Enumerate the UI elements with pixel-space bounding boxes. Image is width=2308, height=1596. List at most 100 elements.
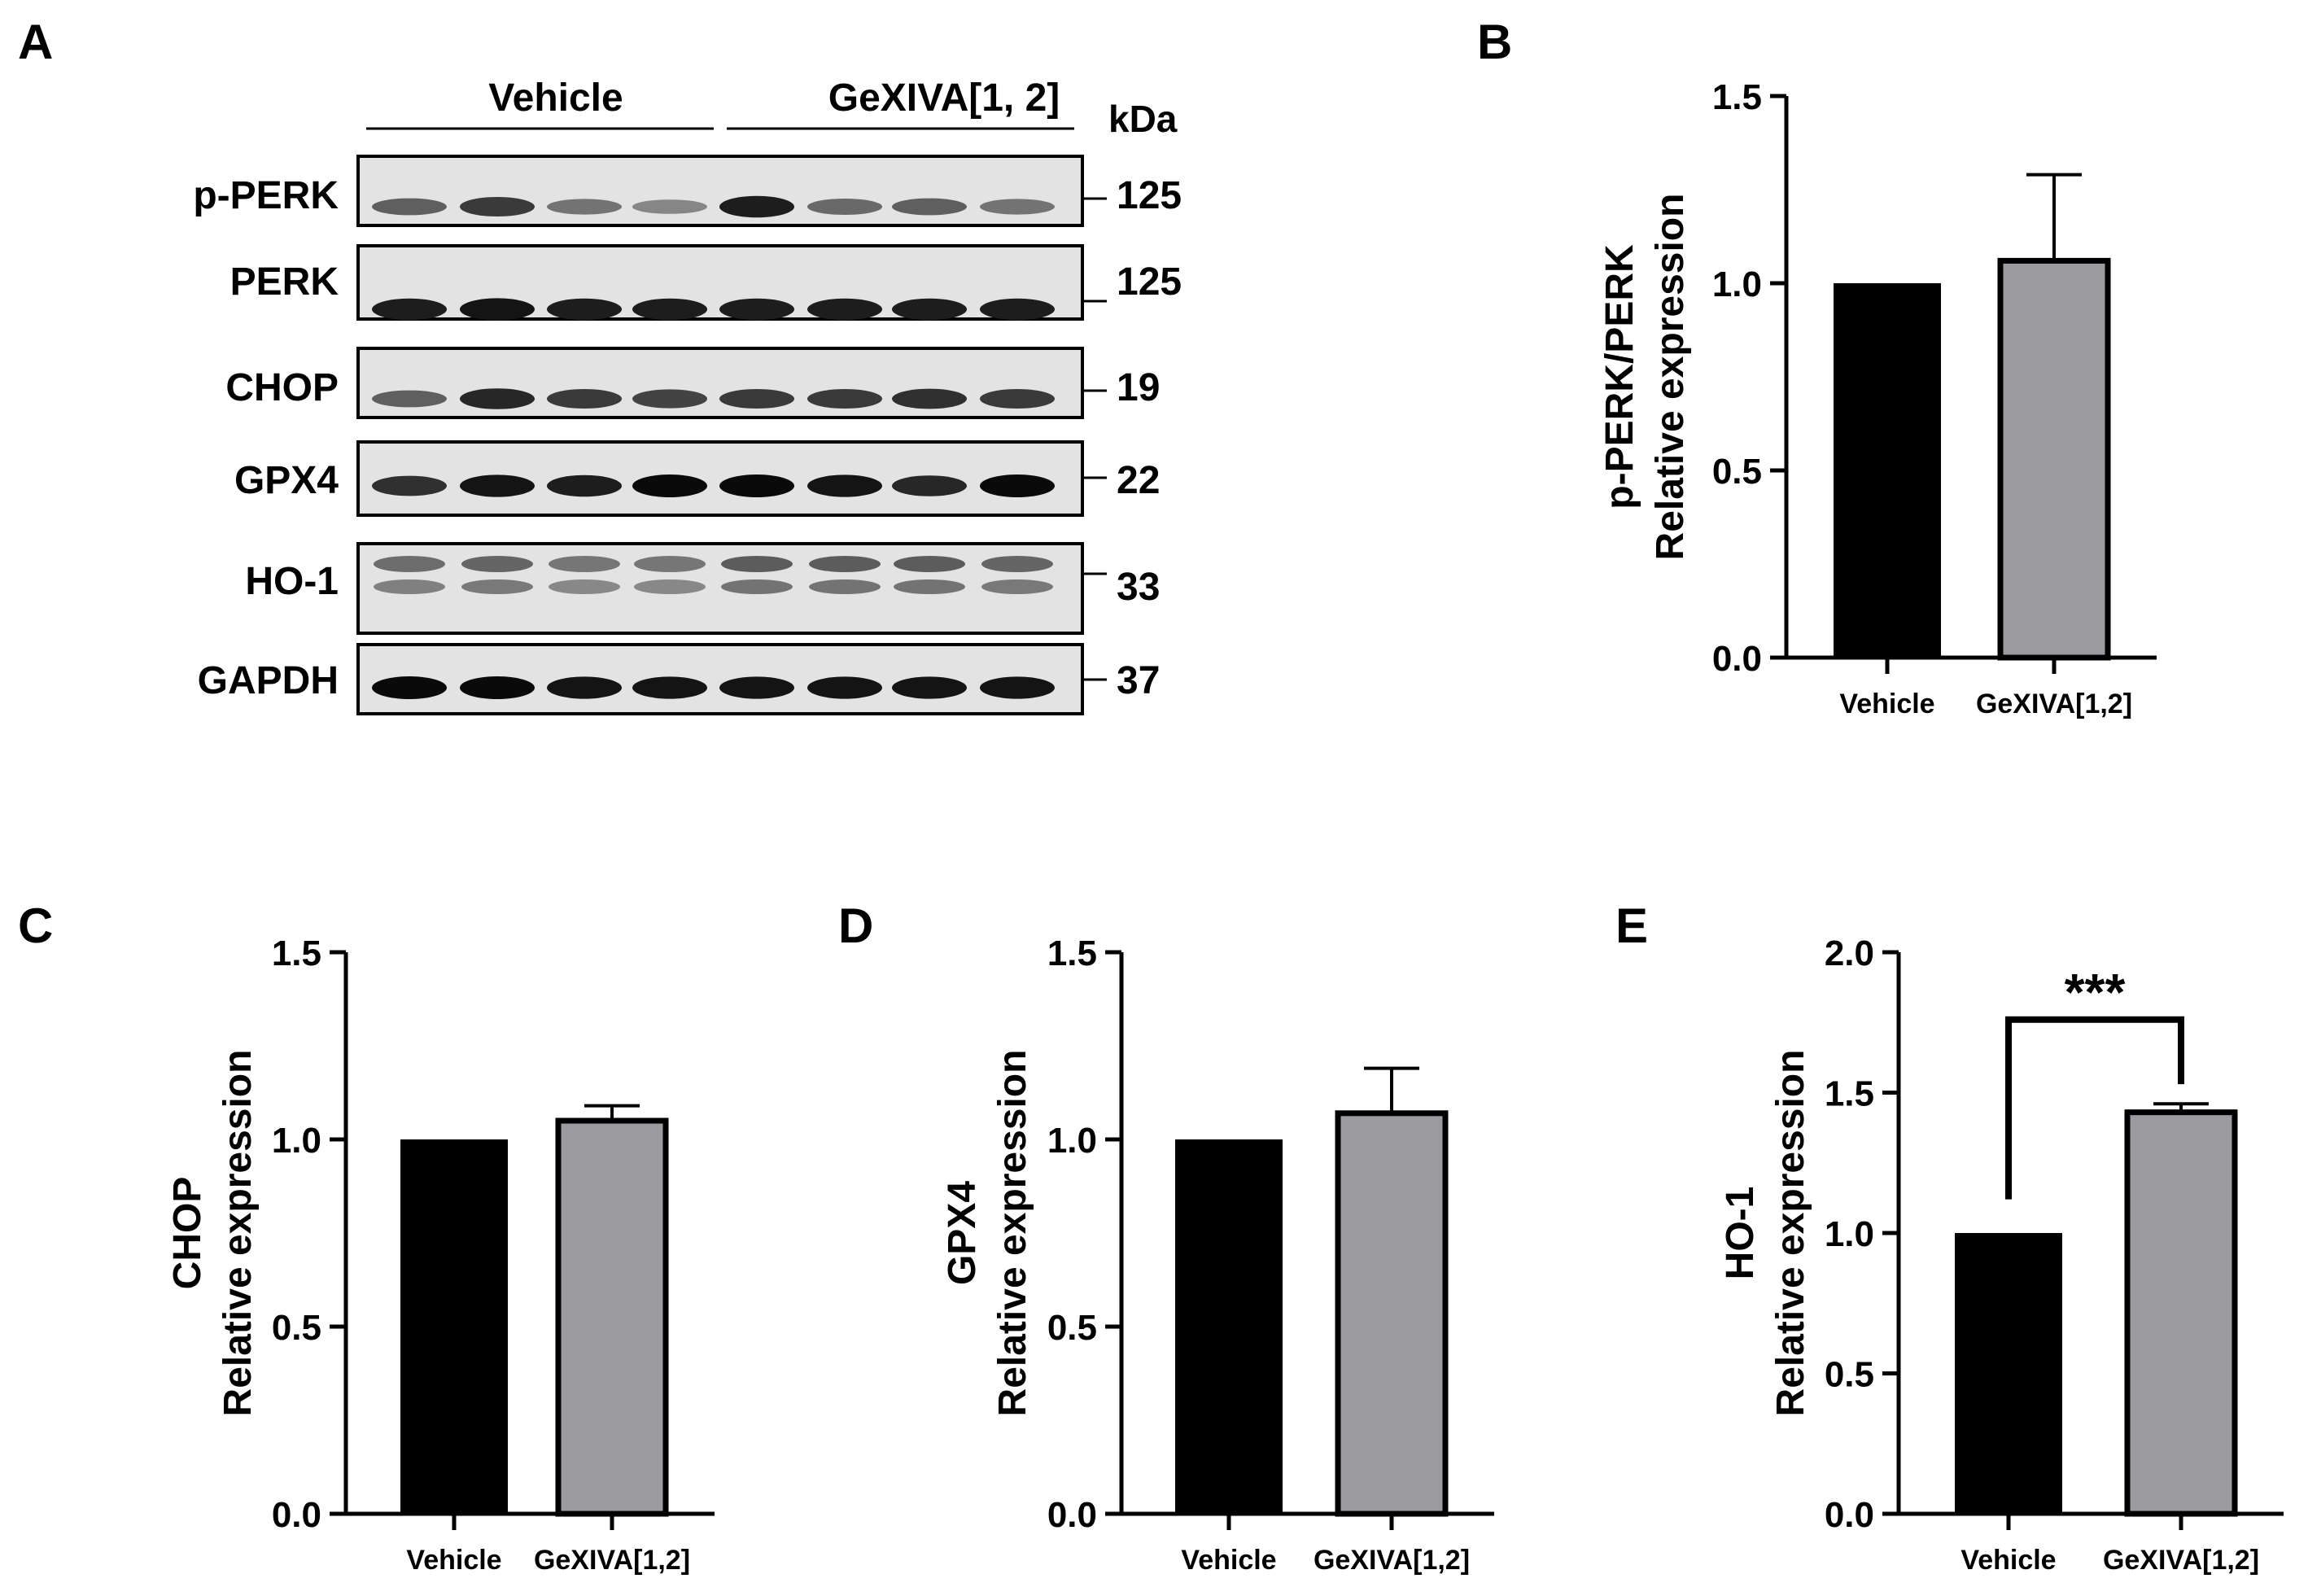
blot-band xyxy=(892,475,967,496)
blot-band xyxy=(632,389,707,409)
y-tick-label: 1.0 xyxy=(1825,1214,1874,1254)
panel-label-a: A xyxy=(18,15,53,69)
blot-band xyxy=(632,474,707,497)
blot-band xyxy=(634,579,706,594)
blot-band xyxy=(809,556,881,572)
significance-stars: *** xyxy=(2065,963,2126,1021)
blot-band xyxy=(809,579,881,594)
y-axis-label-line2: Relative expression xyxy=(216,1050,260,1417)
panel-label-e: E xyxy=(1615,899,1648,953)
blot-strips xyxy=(356,155,1107,715)
blot-strip xyxy=(356,440,1084,517)
mw-label-gpx4: 22 xyxy=(1117,459,1160,502)
mw-label-perk: 125 xyxy=(1117,260,1182,304)
panel-label-c: C xyxy=(18,899,53,953)
x-tick-label: Vehicle xyxy=(1839,689,1934,719)
bar-gexiva xyxy=(2124,1109,2238,1517)
blot-band xyxy=(460,474,535,497)
bar-vehicle xyxy=(1834,283,1941,658)
blot-band xyxy=(547,298,622,321)
blot-band xyxy=(549,556,620,572)
y-axis-label-line1: CHOP xyxy=(166,1177,209,1290)
blot-band xyxy=(892,298,967,321)
blot-label-chop: CHOP xyxy=(225,366,339,409)
blot-band xyxy=(547,199,622,215)
blot-band xyxy=(807,389,882,409)
bar-gexiva xyxy=(1335,1110,1449,1517)
x-tick-label: Vehicle xyxy=(1181,1545,1276,1576)
chart-panel-d: 0.0 0.5 1.0 1.5 Vehicle GeXIVA[1,2] GPX4 Relati… xyxy=(941,934,1494,1576)
blot-band xyxy=(549,579,620,594)
y-tick-label: 0.5 xyxy=(1825,1355,1874,1395)
blot-band xyxy=(461,579,533,594)
y-tick-label: 1.5 xyxy=(272,934,321,973)
mw-label-ho1: 33 xyxy=(1117,566,1160,609)
blot-band xyxy=(980,199,1055,215)
x-tick-label: GeXIVA[1,2] xyxy=(1976,689,2132,719)
bar-vehicle xyxy=(1955,1233,2062,1514)
blot-band xyxy=(719,298,794,321)
x-tick-label: Vehicle xyxy=(1960,1545,2056,1576)
blot-band xyxy=(372,390,447,408)
blot-label-ho1: HO-1 xyxy=(245,560,339,603)
y-tick-label: 1.5 xyxy=(1047,934,1097,973)
x-tick-label: GeXIVA[1,2] xyxy=(1314,1545,1470,1576)
blot-band xyxy=(807,298,882,321)
blot-band xyxy=(460,676,535,699)
blot-band xyxy=(892,676,967,699)
western-blot-panel: Vehicle GeXIVA[1, 2] kDa p-PERK PERK CHO… xyxy=(193,77,1182,715)
blot-band xyxy=(719,676,794,699)
mw-label-gapdh: 37 xyxy=(1117,659,1160,702)
blot-label-perk: PERK xyxy=(230,260,339,304)
blot-band xyxy=(894,579,965,594)
y-tick-label: 0.0 xyxy=(1825,1495,1874,1535)
blot-band xyxy=(894,556,965,572)
blot-band xyxy=(721,579,793,594)
y-tick-label: 0.5 xyxy=(1047,1308,1097,1348)
blot-band xyxy=(372,475,447,496)
blot-band xyxy=(980,389,1055,409)
blot-band xyxy=(460,298,535,321)
blot-strip xyxy=(356,155,1084,227)
blot-band xyxy=(981,556,1053,572)
y-tick-label: 0.0 xyxy=(272,1495,321,1535)
y-axis-label-line2: Relative expression xyxy=(1769,1050,1812,1417)
chart-panel-e: 0.0 0.5 1.0 1.5 2.0 Vehicle GeXIVA[1,2] *** HO-1… xyxy=(1719,934,2284,1576)
y-tick-label: 1.0 xyxy=(1712,265,1762,304)
panel-label-d: D xyxy=(838,899,873,953)
blot-strip xyxy=(356,347,1084,419)
blot-band xyxy=(719,474,794,497)
blot-band xyxy=(632,298,707,321)
group-label-gexiva: GeXIVA[1, 2] xyxy=(828,77,1060,120)
y-tick-label: 0.5 xyxy=(272,1308,321,1348)
y-tick-label: 1.5 xyxy=(1825,1074,1874,1114)
blot-band xyxy=(634,556,706,572)
bar-vehicle xyxy=(400,1139,508,1514)
blot-band xyxy=(807,199,882,215)
y-axis-label-line2: Relative expression xyxy=(1649,194,1692,561)
blot-band xyxy=(547,389,622,409)
blot-band xyxy=(807,676,882,699)
y-tick-label: 0.5 xyxy=(1712,452,1762,492)
blot-band xyxy=(461,556,533,572)
y-axis-label-line1: p-PERK/PERK xyxy=(1598,244,1641,509)
x-tick-label: Vehicle xyxy=(406,1545,501,1576)
mw-label-p-perk: 125 xyxy=(1117,174,1182,217)
blot-band xyxy=(632,199,707,214)
blot-band xyxy=(980,298,1055,321)
y-axis-label-line1: GPX4 xyxy=(941,1181,984,1285)
blot-band xyxy=(980,676,1055,699)
blot-band xyxy=(719,195,794,218)
blot-band xyxy=(547,474,622,497)
mw-label-chop: 19 xyxy=(1117,366,1160,409)
blot-band xyxy=(719,389,794,409)
blot-label-gapdh: GAPDH xyxy=(198,659,339,702)
blot-band xyxy=(372,198,447,216)
blot-band xyxy=(460,197,535,216)
y-tick-label: 0.0 xyxy=(1712,639,1762,679)
y-tick-label: 2.0 xyxy=(1825,934,1874,973)
bar-gexiva xyxy=(555,1117,669,1517)
blot-band xyxy=(721,556,793,572)
blot-label-p-perk: p-PERK xyxy=(193,174,339,217)
kda-unit-label: kDa xyxy=(1108,98,1178,140)
